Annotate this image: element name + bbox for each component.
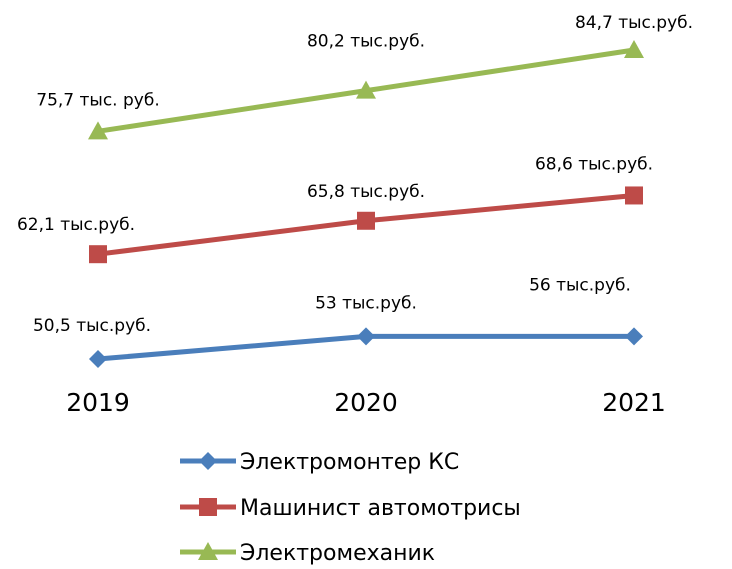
series-3-data-label-3: 84,7 тыс.руб. (575, 13, 693, 33)
series-3-point-1 (88, 121, 108, 140)
series-1-point-1 (89, 350, 107, 368)
x-tick-label-2: 2020 (334, 388, 398, 417)
legend-marker-1 (199, 452, 217, 470)
x-tick-label-3: 2021 (602, 388, 666, 417)
series-2-data-label-2: 65,8 тыс.руб. (307, 182, 425, 202)
series-2-point-2 (357, 211, 375, 230)
series-3-data-label-1: 75,7 тыс. руб. (36, 90, 159, 110)
legend-label-1: Электромонтер КС (240, 450, 459, 475)
legend-marker-3 (198, 542, 218, 560)
series-2-data-label-3: 68,6 тыс.руб. (535, 154, 653, 174)
x-tick-label-1: 2019 (66, 388, 130, 417)
series-1-data-label-1: 50,5 тыс.руб. (33, 316, 151, 336)
legend-label-3: Электромеханик (240, 541, 435, 566)
legend-marker-2 (199, 498, 217, 516)
series-1-data-label-3: 56 тыс.руб. (529, 275, 631, 295)
series-1-data-label-2: 53 тыс.руб. (315, 293, 417, 313)
series-2-point-3 (625, 186, 643, 205)
series-2-data-label-1: 62,1 тыс.руб. (17, 215, 135, 235)
legend-label-2: Машинист автомотрисы (240, 496, 521, 521)
series-3-data-label-2: 80,2 тыс.руб. (307, 32, 425, 52)
series-1-point-2 (357, 327, 375, 346)
series-1-point-3 (625, 327, 643, 346)
series-3-point-3 (624, 40, 644, 58)
series-3-point-2 (356, 80, 376, 99)
series-2-point-1 (89, 245, 107, 264)
